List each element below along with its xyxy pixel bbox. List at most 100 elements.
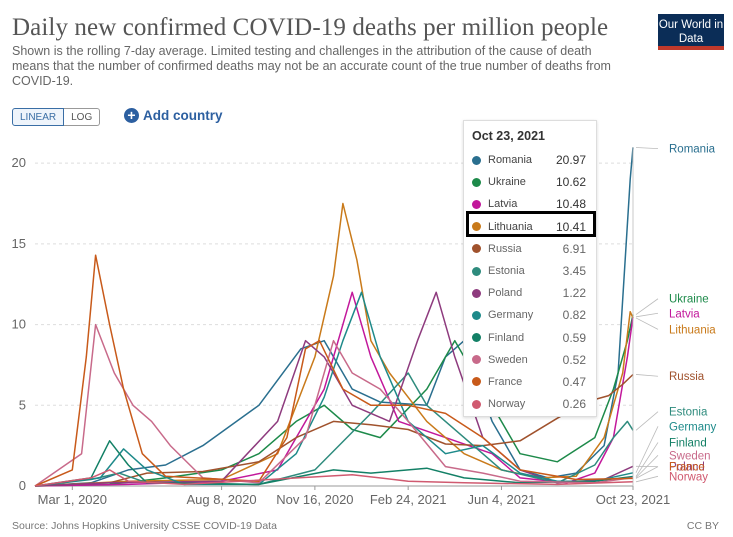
series-color-dot xyxy=(472,222,481,232)
scale-toggle: LINEAR LOG xyxy=(12,108,101,126)
series-line-germany xyxy=(34,291,634,487)
label-leader-line xyxy=(635,374,659,377)
owid-logo[interactable]: Our World in Data xyxy=(658,14,724,50)
tooltip-row-germany: Germany 0.82 xyxy=(464,304,596,326)
label-leader-line xyxy=(635,426,659,473)
tooltip-country: Romania xyxy=(488,154,533,167)
license-label[interactable]: CC BY xyxy=(686,520,719,532)
tooltip-value: 1.22 xyxy=(562,286,586,301)
series-line-sweden xyxy=(34,323,634,487)
tooltip-country: France xyxy=(488,375,523,388)
tooltip-row-sweden: Sweden 0.52 xyxy=(464,349,596,371)
tooltip-country: Russia xyxy=(488,242,522,255)
add-country-button[interactable]: + Add country xyxy=(124,108,223,123)
series-color-dot xyxy=(472,199,481,209)
linear-scale-button[interactable]: LINEAR xyxy=(12,108,65,126)
tooltip-row-ukraine: Ukraine 10.62 xyxy=(464,171,596,193)
series-color-dot xyxy=(472,399,481,409)
series-color-dot xyxy=(472,177,481,187)
chart-subtitle: Shown is the rolling 7-day average. Limi… xyxy=(12,44,611,88)
series-line-finland xyxy=(34,440,634,487)
series-line-lithuania xyxy=(34,202,634,487)
tooltip-value: 0.26 xyxy=(562,397,586,412)
series-label-germany: Germany xyxy=(669,421,717,433)
tooltip-value: 0.47 xyxy=(562,374,586,389)
tooltip-country: Finland xyxy=(488,331,525,344)
series-line-poland xyxy=(34,291,634,487)
tooltip-country: Estonia xyxy=(488,265,525,278)
series-color-dot xyxy=(472,155,481,165)
tooltip-country: Lithuania xyxy=(488,220,533,233)
series-line-latvia xyxy=(34,291,634,487)
tooltip-country: Latvia xyxy=(488,198,518,211)
y-tick-label: 0 xyxy=(19,478,26,493)
source-note[interactable]: Source: Johns Hopkins University CSSE CO… xyxy=(12,520,277,532)
series-label-lithuania: Lithuania xyxy=(669,324,716,336)
label-leader-line xyxy=(635,298,659,315)
tooltip-row-russia: Russia 6.91 xyxy=(464,238,596,260)
series-label-romania: Romania xyxy=(669,144,716,156)
x-tick-label: Aug 8, 2020 xyxy=(187,492,257,507)
tooltip-value: 0.52 xyxy=(562,352,586,367)
series-label-finland: Finland xyxy=(669,437,707,449)
tooltip-row-lithuania: Lithuania 10.41 xyxy=(464,216,596,238)
series-line-france xyxy=(34,254,634,487)
series-label-estonia: Estonia xyxy=(669,407,708,419)
add-country-label: Add country xyxy=(143,108,223,123)
x-tick-label: Feb 24, 2021 xyxy=(370,492,447,507)
tooltip-rows: Romania 20.97 Ukraine 10.62 Latvia 10.48 Lithu… xyxy=(464,149,596,415)
series-color-dot xyxy=(472,377,481,387)
tooltip-row-france: France 0.47 xyxy=(464,371,596,393)
label-leader-line xyxy=(635,317,659,330)
series-color-dot xyxy=(472,288,481,298)
label-leader-line xyxy=(635,147,659,150)
tooltip-value: 10.48 xyxy=(555,197,586,212)
series-label-ukraine: Ukraine xyxy=(669,294,709,306)
label-leader-line xyxy=(635,411,659,431)
lithuania-highlight-box xyxy=(466,211,596,237)
log-scale-button[interactable]: LOG xyxy=(64,108,101,126)
series-line-norway xyxy=(34,469,634,487)
x-tick-label: Jun 4, 2021 xyxy=(467,492,535,507)
tooltip-row-poland: Poland 1.22 xyxy=(464,282,596,304)
tooltip-country: Ukraine xyxy=(488,176,526,189)
tooltip-country: Sweden xyxy=(488,353,528,366)
tooltip-row-norway: Norway 0.26 xyxy=(464,393,596,415)
x-tick-label: Oct 23, 2021 xyxy=(596,492,670,507)
tooltip-row-romania: Romania 20.97 xyxy=(464,149,596,171)
label-leader-line xyxy=(635,475,659,483)
series-label-latvia: Latvia xyxy=(669,308,700,320)
y-tick-label: 15 xyxy=(12,236,26,251)
tooltip-row-estonia: Estonia 3.45 xyxy=(464,260,596,282)
label-leader-line xyxy=(635,442,659,477)
tooltip-row-finland: Finland 0.59 xyxy=(464,327,596,349)
tooltip-value: 6.91 xyxy=(562,241,586,256)
series-color-dot xyxy=(472,266,481,276)
series-label-france: France xyxy=(669,462,705,474)
tooltip-value: 3.45 xyxy=(562,264,586,279)
series-line-ukraine xyxy=(34,314,634,487)
series-label-poland: Poland xyxy=(669,462,705,474)
label-leader-line xyxy=(635,455,659,478)
tooltip-value: 0.82 xyxy=(562,308,586,323)
series-label-russia: Russia xyxy=(669,371,705,383)
y-tick-label: 20 xyxy=(12,155,26,170)
tooltip-country: Poland xyxy=(488,287,523,300)
series-color-dot xyxy=(472,333,481,343)
hover-tooltip: Oct 23, 2021 Romania 20.97 Ukraine 10.62 Lat… xyxy=(463,120,597,417)
tooltip-country: Norway xyxy=(488,398,526,411)
series-line-estonia xyxy=(34,372,634,487)
series-label-norway: Norway xyxy=(669,471,708,483)
x-tick-label: Mar 1, 2020 xyxy=(38,492,107,507)
x-tick-label: Nov 16, 2020 xyxy=(276,492,353,507)
y-tick-label: 10 xyxy=(12,317,26,332)
series-color-dot xyxy=(472,310,481,320)
tooltip-country: Germany xyxy=(488,309,534,322)
series-color-dot xyxy=(472,244,481,254)
series-color-dot xyxy=(472,355,481,365)
tooltip-value: 0.59 xyxy=(562,330,586,345)
tooltip-value: 10.62 xyxy=(555,175,586,190)
tooltip-row-latvia: Latvia 10.48 xyxy=(464,193,596,215)
label-leader-line xyxy=(635,466,659,479)
